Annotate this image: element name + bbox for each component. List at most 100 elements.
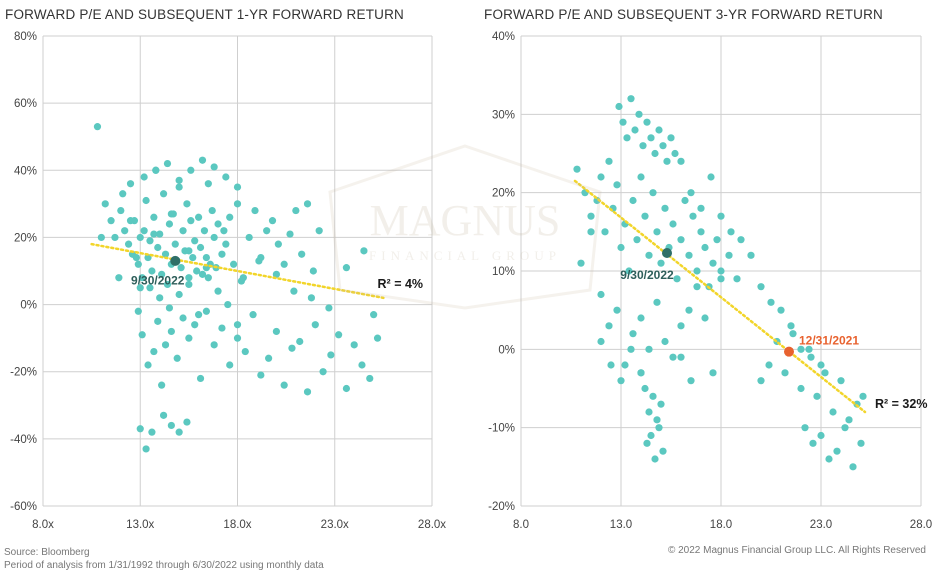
data-point — [288, 344, 296, 352]
y-tick-label: 80% — [14, 31, 37, 43]
data-point — [657, 259, 665, 267]
data-point — [845, 416, 853, 424]
data-point — [587, 228, 595, 236]
data-point — [607, 361, 615, 369]
data-point — [725, 251, 733, 259]
data-point — [150, 213, 158, 221]
data-point — [685, 251, 693, 259]
data-point — [647, 134, 655, 142]
data-point — [107, 217, 115, 225]
data-point — [669, 220, 677, 228]
data-point — [655, 424, 663, 432]
data-point — [693, 267, 701, 275]
data-point — [325, 304, 333, 312]
data-point — [237, 277, 245, 285]
data-point — [829, 408, 837, 416]
x-tick-label: 13.0x — [126, 519, 154, 531]
data-point — [167, 327, 175, 336]
data-point — [641, 212, 649, 220]
data-point — [805, 345, 813, 353]
chart-panel-1yr: FORWARD P/E AND SUBSEQUENT 1-YR FORWARD … — [0, 0, 469, 540]
data-point — [637, 173, 645, 181]
data-point — [673, 275, 681, 283]
data-point — [663, 157, 671, 165]
y-tick-label: -60% — [10, 501, 37, 513]
data-point — [627, 345, 635, 353]
data-point — [677, 353, 685, 361]
data-point — [619, 118, 627, 126]
data-point — [693, 283, 701, 291]
data-point — [857, 439, 865, 447]
data-point — [597, 337, 605, 346]
data-point — [136, 233, 144, 242]
data-point — [245, 233, 253, 242]
data-point — [757, 283, 765, 291]
data-point — [179, 314, 187, 322]
data-point — [697, 204, 705, 212]
data-point — [657, 400, 665, 408]
data-point — [661, 204, 669, 212]
data-point — [637, 314, 645, 322]
data-point — [659, 142, 667, 150]
data-point — [134, 307, 142, 315]
data-point — [159, 411, 168, 419]
data-point — [617, 243, 625, 252]
highlight-point — [662, 247, 672, 258]
x-tick-label: 8.0 — [513, 519, 529, 531]
data-point — [296, 337, 304, 346]
data-point — [222, 173, 230, 181]
data-point — [142, 445, 150, 453]
scatter-chart-1yr: FORWARD P/E AND SUBSEQUENT 1-YR FORWARD … — [5, 7, 446, 531]
data-point — [220, 227, 228, 235]
data-point — [146, 237, 154, 245]
x-tick-label: 18.0x — [223, 519, 251, 531]
data-point — [789, 330, 797, 338]
data-point — [214, 287, 222, 295]
data-point — [358, 361, 366, 369]
data-point — [191, 237, 199, 245]
data-point — [697, 228, 705, 236]
footer-source: Source: Bloomberg — [4, 547, 90, 558]
data-point — [173, 354, 181, 362]
data-point — [115, 274, 123, 282]
data-point — [637, 369, 645, 377]
data-point — [645, 251, 653, 259]
data-point — [813, 392, 821, 400]
data-point — [707, 173, 715, 181]
y-tick-label: -20% — [10, 367, 37, 379]
magnus-watermark-logo: MAGNUS FINANCIAL GROUP — [328, 144, 602, 310]
data-point — [183, 418, 191, 426]
data-point — [208, 206, 216, 215]
data-point — [97, 233, 105, 242]
data-point — [167, 421, 175, 430]
data-point — [859, 392, 867, 400]
data-point — [179, 227, 187, 235]
data-point — [687, 377, 695, 385]
data-point — [119, 190, 127, 198]
data-point — [587, 212, 595, 220]
data-point — [613, 181, 621, 189]
data-point — [777, 306, 785, 314]
data-point — [370, 311, 378, 319]
data-point — [597, 290, 605, 299]
data-point — [210, 163, 218, 171]
data-point — [280, 381, 288, 389]
data-point — [681, 196, 689, 205]
data-point — [138, 331, 146, 339]
data-point — [210, 233, 218, 242]
highlight-label: 9/30/2022 — [620, 268, 674, 282]
x-tick-label: 8.0x — [32, 519, 54, 531]
data-point — [156, 230, 164, 238]
data-point — [257, 371, 265, 379]
y-tick-label: 40% — [14, 165, 37, 177]
data-point — [124, 240, 133, 248]
data-point — [187, 217, 195, 225]
data-point — [218, 250, 226, 258]
data-point — [837, 377, 845, 385]
data-point — [360, 247, 368, 255]
data-point — [605, 322, 613, 330]
data-point — [196, 243, 205, 252]
data-point — [272, 270, 280, 278]
data-point — [653, 298, 661, 306]
data-point — [787, 322, 795, 330]
